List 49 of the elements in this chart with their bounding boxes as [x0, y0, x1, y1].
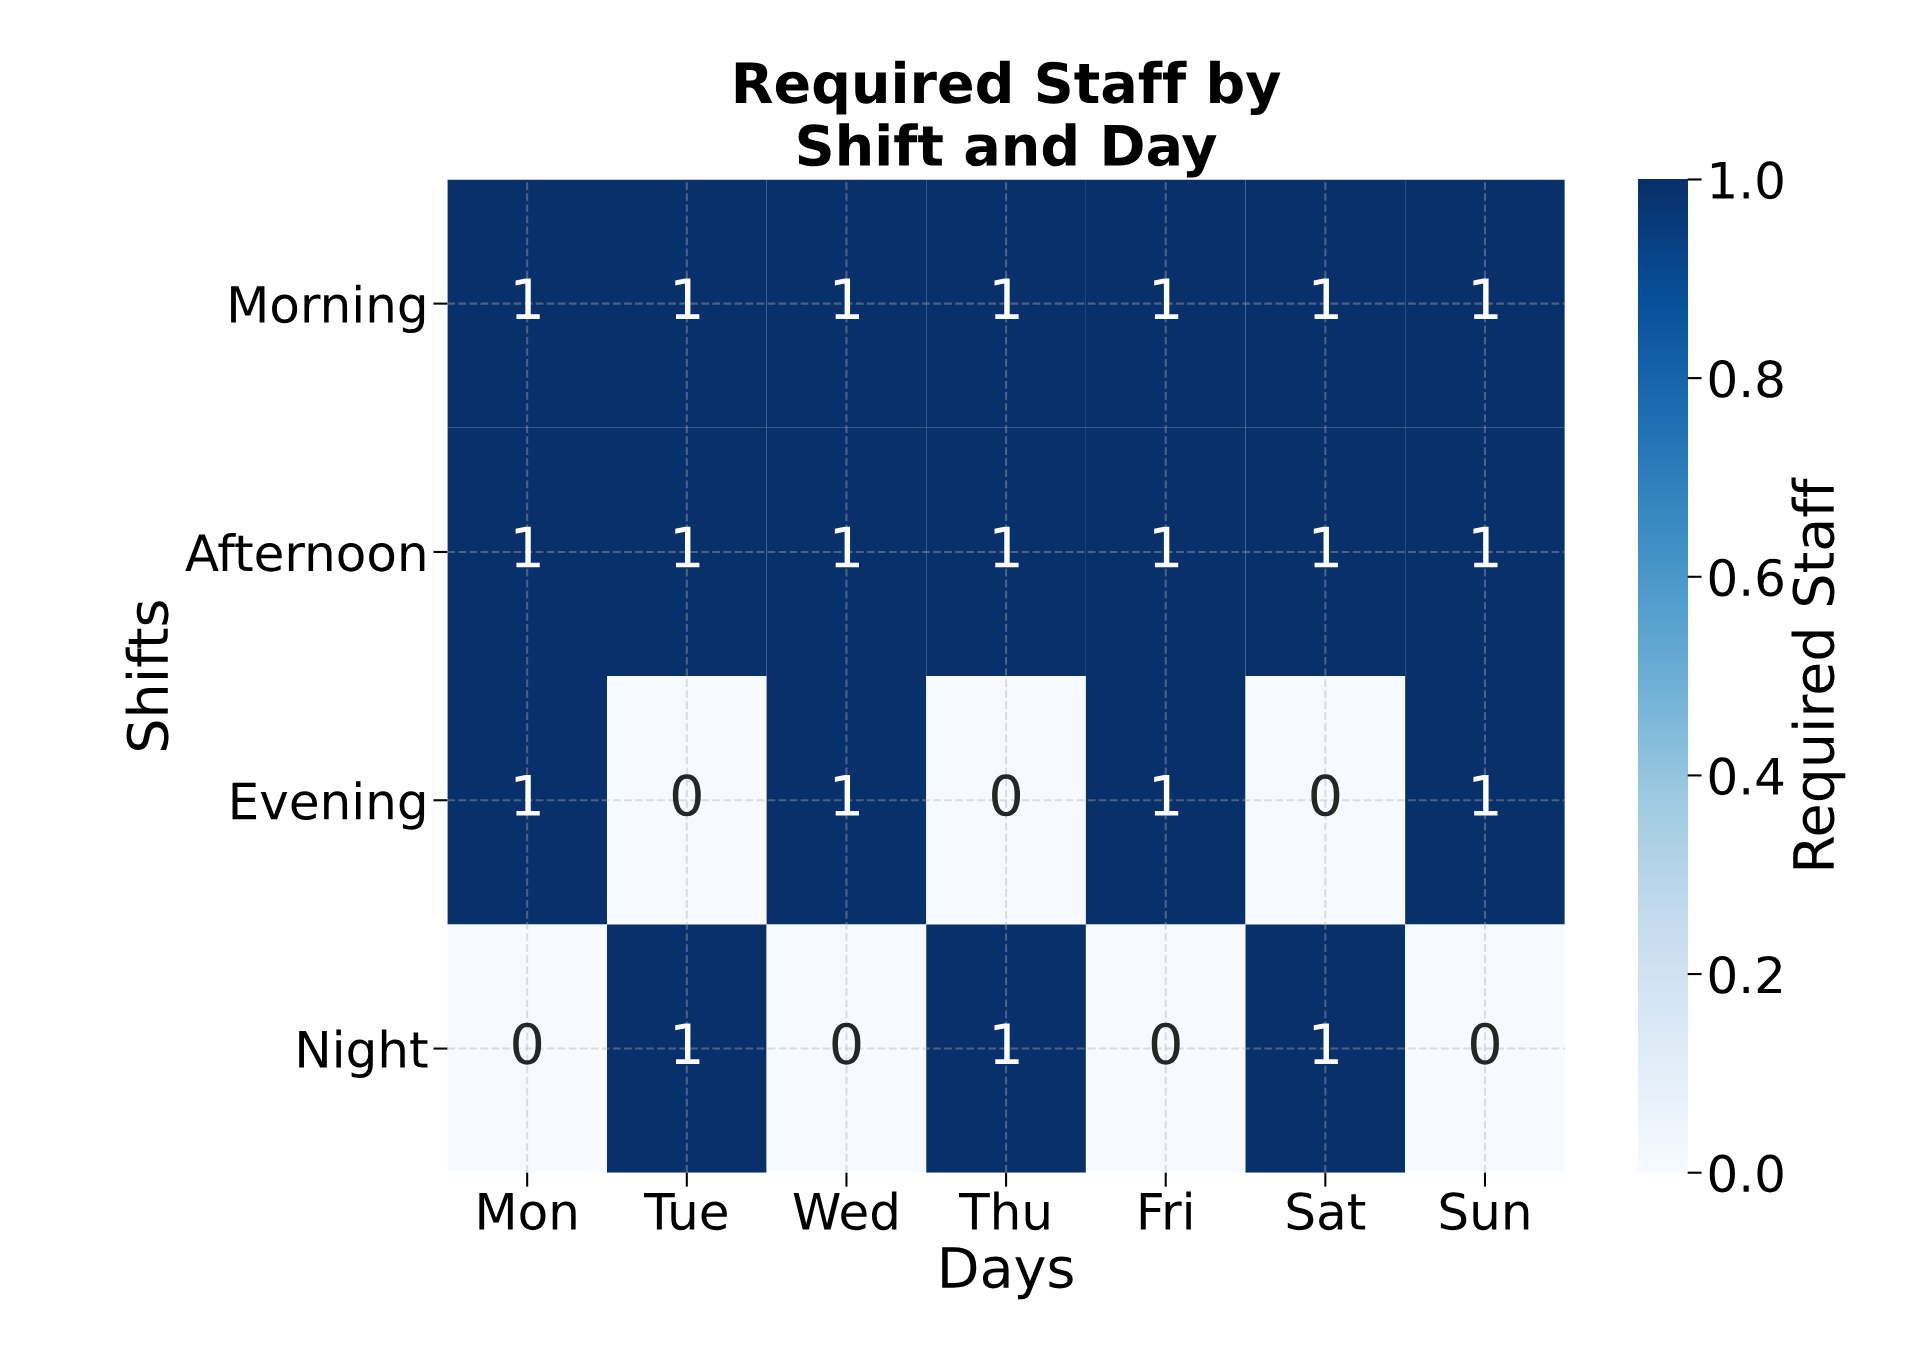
color-bar-label: 0.4	[1709, 757, 1784, 796]
data-label: 0	[992, 774, 1021, 817]
data-label: 1	[515, 278, 540, 319]
data-label: 1	[1313, 526, 1338, 568]
data-label: 0	[1311, 774, 1340, 817]
x-tick-label: Mon	[479, 1193, 576, 1231]
data-label: 0	[513, 1022, 542, 1065]
color-bar-label: 0.2	[1709, 955, 1781, 994]
data-label: 1	[834, 278, 859, 319]
data-label: 1	[1313, 1023, 1338, 1064]
color-bar-label: 1.0	[1711, 161, 1783, 200]
color-bar-label: 0.0	[1709, 1154, 1783, 1193]
x-tick-label: Thu	[958, 1191, 1049, 1231]
color-bar-label: 0.6	[1709, 558, 1783, 597]
data-label: 1	[1473, 278, 1498, 319]
data-label: 1	[1473, 526, 1498, 568]
y-tick-label: Morning	[231, 284, 425, 334]
data-label: 1	[675, 278, 700, 319]
data-label: 0	[1151, 1022, 1180, 1065]
x-tick-label: Tue	[643, 1193, 727, 1231]
data-label: 0	[672, 774, 701, 817]
data-label: 1	[1154, 278, 1179, 319]
data-label: 1	[515, 775, 540, 816]
data-label: 1	[834, 775, 859, 816]
data-label: 1	[1473, 775, 1498, 816]
y-tick-label: Night	[299, 1029, 428, 1078]
x-tick-label: Wed	[793, 1191, 897, 1231]
data-label: 0	[832, 1022, 861, 1065]
data-label: 1	[994, 1023, 1019, 1064]
x-axis-title: Days	[942, 1247, 1073, 1300]
x-tick-label: Sun	[1440, 1192, 1529, 1231]
data-label: 1	[1154, 526, 1179, 568]
data-label: 1	[1154, 775, 1179, 816]
x-tick-label: Fri	[1140, 1191, 1191, 1230]
color-bar-title: Required Staff	[1791, 477, 1846, 869]
data-label: 1	[1313, 278, 1338, 319]
x-tick-label: Sat	[1287, 1192, 1366, 1231]
chart-title: Required Staff by Shift and Day	[735, 60, 1281, 178]
y-axis-title: Shifts	[125, 601, 169, 751]
data-label: 1	[515, 526, 540, 568]
data-label: 1	[834, 526, 859, 568]
y-tick-label: Afternoon	[185, 532, 425, 572]
y-tick-label: Evening	[232, 781, 425, 830]
data-label: 0	[1470, 1022, 1499, 1065]
data-label: 1	[994, 526, 1019, 568]
data-label: 1	[675, 526, 700, 568]
data-label: 1	[994, 278, 1019, 319]
data-label: 1	[675, 1023, 700, 1064]
color-bar-label: 0.8	[1709, 360, 1783, 398]
